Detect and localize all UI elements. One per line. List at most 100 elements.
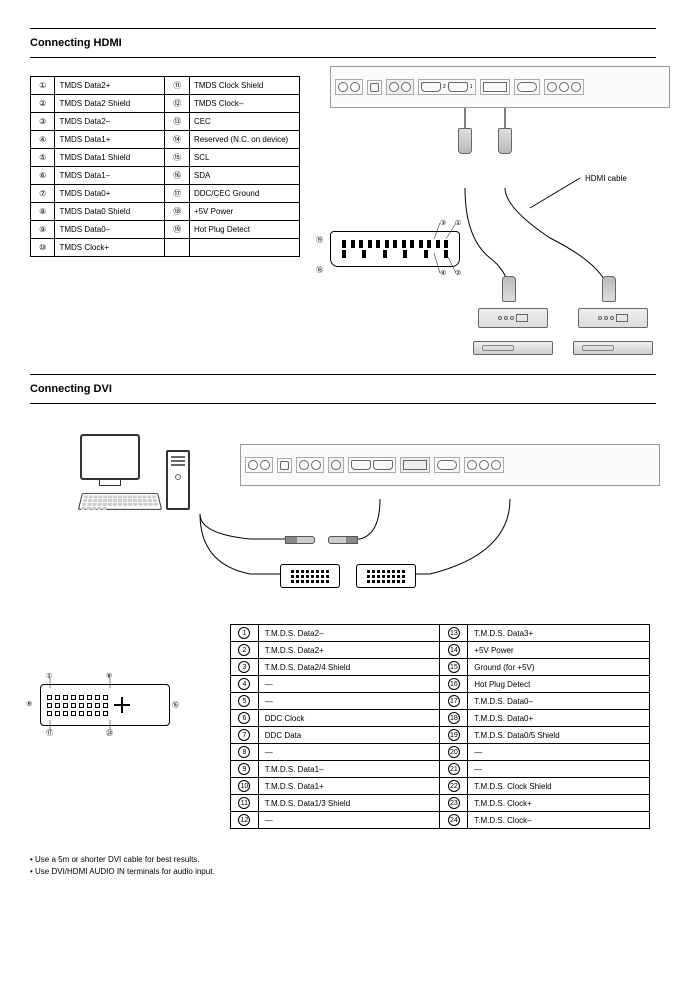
- device-stb: [578, 308, 648, 328]
- audio-plug: [285, 536, 315, 544]
- pin-label: SDA: [189, 167, 299, 185]
- hdmi-cable-label: HDMI cable: [585, 174, 627, 183]
- pin-label: TMDS Data0–: [55, 221, 165, 239]
- hdmi-plug: [458, 128, 472, 154]
- pin-num: 17: [440, 693, 468, 710]
- pin-label: —: [258, 812, 440, 829]
- pin-label: T.M.D.S. Clock+: [468, 795, 650, 812]
- pin-label: —: [258, 693, 440, 710]
- pin-num: ⑪: [165, 77, 189, 95]
- pin-label: TMDS Data2 Shield: [55, 95, 165, 113]
- pin-num: 5: [231, 693, 259, 710]
- dvi-section-title: Connecting DVI: [30, 383, 656, 395]
- pin-num: 3: [231, 659, 259, 676]
- dvi-section: ① ⑧ ⑨ ⑯ ⑰ ㉔ 1 T.M.D.S. Data2– 13 T.M.D.S…: [30, 424, 656, 874]
- device-dvd: [573, 341, 653, 355]
- hdmi-section: ① TMDS Data2+ ⑪ TMDS Clock Shield ② TMDS …: [30, 66, 656, 366]
- pin-num: 9: [231, 761, 259, 778]
- callout: ⑨: [26, 700, 32, 708]
- pin-label: TMDS Data2+: [55, 77, 165, 95]
- pin-label: T.M.D.S. Data3+: [468, 625, 650, 642]
- dvi-cable-diagram: [70, 484, 630, 604]
- pin-num: ②: [31, 95, 55, 113]
- pin-label: TMDS Clock Shield: [189, 77, 299, 95]
- dvi-pin-table: 1 T.M.D.S. Data2– 13 T.M.D.S. Data3+ 2 T.…: [230, 624, 650, 829]
- pin-num: 18: [440, 710, 468, 727]
- pin-num: ⑲: [165, 221, 189, 239]
- pin-label: T.M.D.S. Clock Shield: [468, 778, 650, 795]
- pin-num: ⑯: [165, 167, 189, 185]
- pin-label: Hot Plug Detect: [189, 221, 299, 239]
- pin-label: T.M.D.S. Clock–: [468, 812, 650, 829]
- callout: ⑲: [316, 235, 323, 245]
- pin-label: Ground (for +5V): [468, 659, 650, 676]
- pin-num: ⑮: [165, 149, 189, 167]
- pin-num: ⑧: [31, 203, 55, 221]
- pin-label: TMDS Data2–: [55, 113, 165, 131]
- device-stb: [478, 308, 548, 328]
- pin-label: TMDS Clock+: [55, 239, 165, 257]
- pin-label: —: [468, 761, 650, 778]
- hdmi-section-title: Connecting HDMI: [30, 37, 656, 49]
- hdmi-plug: [502, 276, 516, 302]
- hdmi-pin-table: ① TMDS Data2+ ⑪ TMDS Clock Shield ② TMDS …: [30, 76, 300, 257]
- pin-num: 13: [440, 625, 468, 642]
- pin-num: 1: [231, 625, 259, 642]
- pin-label: Reserved (N.C. on device): [189, 131, 299, 149]
- pin-num: 6: [231, 710, 259, 727]
- pin-label: TMDS Data1+: [55, 131, 165, 149]
- pin-label: Hot Plug Detect: [468, 676, 650, 693]
- pin-num: ⑩: [31, 239, 55, 257]
- pin-num: ⑦: [31, 185, 55, 203]
- pin-num: ③: [31, 113, 55, 131]
- pin-label: —: [258, 744, 440, 761]
- pin-num: 22: [440, 778, 468, 795]
- pin-num: ⑱: [165, 203, 189, 221]
- rear-panel-hdmi: 21: [330, 66, 670, 108]
- pin-num: 4: [231, 676, 259, 693]
- pin-label: +5V Power: [189, 203, 299, 221]
- pin-label: T.M.D.S. Data1/3 Shield: [258, 795, 440, 812]
- pin-label: T.M.D.S. Data2+: [258, 642, 440, 659]
- pin-num: ⑫: [165, 95, 189, 113]
- pin-num: ④: [31, 131, 55, 149]
- pin-num: ⑰: [165, 185, 189, 203]
- device-dvd: [473, 341, 553, 355]
- pin-label: DDC Clock: [258, 710, 440, 727]
- pin-label: T.M.D.S. Data0/5 Shield: [468, 727, 650, 744]
- pin-num: 11: [231, 795, 259, 812]
- pin-label: DDC Data: [258, 727, 440, 744]
- pin-label: [189, 239, 299, 257]
- pin-num: 2: [231, 642, 259, 659]
- pin-num: 10: [231, 778, 259, 795]
- pin-num: 23: [440, 795, 468, 812]
- pin-num: 7: [231, 727, 259, 744]
- pin-num: ⑭: [165, 131, 189, 149]
- pin-label: SCL: [189, 149, 299, 167]
- hdmi-plug: [602, 276, 616, 302]
- pc-monitor-icon: [80, 434, 140, 480]
- pin-num: ⑬: [165, 113, 189, 131]
- pin-label: T.M.D.S. Data1–: [258, 761, 440, 778]
- pin-num: 19: [440, 727, 468, 744]
- pin-num: 16: [440, 676, 468, 693]
- pin-label: T.M.D.S. Data1+: [258, 778, 440, 795]
- pin-label: TMDS Data1–: [55, 167, 165, 185]
- pin-label: +5V Power: [468, 642, 650, 659]
- pin-label: T.M.D.S. Data0+: [468, 710, 650, 727]
- dvi-footer-note: • Use a 5m or shorter DVI cable for best…: [30, 854, 235, 878]
- pin-num: ①: [31, 77, 55, 95]
- pin-num: ⑨: [31, 221, 55, 239]
- pin-num: 20: [440, 744, 468, 761]
- dvi-plug: [280, 564, 340, 588]
- rear-panel-dvi: [240, 444, 660, 486]
- audio-plug: [328, 536, 358, 544]
- pin-label: TMDS Data0 Shield: [55, 203, 165, 221]
- pin-num: 15: [440, 659, 468, 676]
- dvi-plug: [356, 564, 416, 588]
- pin-label: TMDS Data0+: [55, 185, 165, 203]
- pin-label: —: [468, 744, 650, 761]
- pin-num: [165, 239, 189, 257]
- pin-num: 12: [231, 812, 259, 829]
- pin-label: T.M.D.S. Data2–: [258, 625, 440, 642]
